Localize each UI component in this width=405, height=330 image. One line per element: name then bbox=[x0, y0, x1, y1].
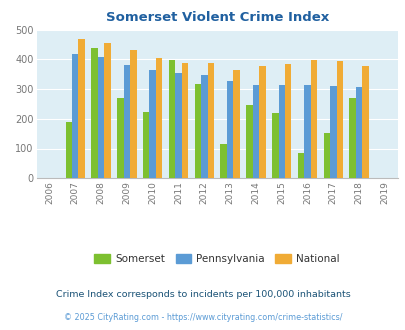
Bar bbox=[271, 114, 278, 178]
Bar bbox=[98, 57, 104, 178]
Bar bbox=[304, 84, 310, 178]
Text: © 2025 CityRating.com - https://www.cityrating.com/crime-statistics/: © 2025 CityRating.com - https://www.city… bbox=[64, 313, 341, 322]
Bar bbox=[252, 84, 258, 178]
Bar bbox=[168, 60, 175, 178]
Bar bbox=[226, 81, 233, 178]
Bar bbox=[143, 112, 149, 178]
Bar bbox=[310, 60, 316, 178]
Bar bbox=[246, 105, 252, 178]
Bar bbox=[323, 133, 329, 178]
Bar bbox=[278, 84, 284, 178]
Bar bbox=[91, 48, 98, 178]
Bar bbox=[355, 87, 362, 178]
Bar bbox=[200, 75, 207, 178]
Bar bbox=[78, 39, 85, 178]
Bar bbox=[233, 70, 239, 178]
Bar bbox=[104, 43, 111, 178]
Bar bbox=[181, 63, 188, 178]
Bar bbox=[329, 85, 336, 178]
Bar bbox=[130, 50, 136, 178]
Bar bbox=[297, 153, 304, 178]
Bar bbox=[349, 98, 355, 178]
Bar bbox=[149, 70, 156, 178]
Bar bbox=[117, 98, 124, 178]
Bar bbox=[175, 73, 181, 178]
Bar bbox=[66, 122, 72, 178]
Bar bbox=[362, 66, 368, 178]
Bar bbox=[258, 66, 265, 178]
Text: Crime Index corresponds to incidents per 100,000 inhabitants: Crime Index corresponds to incidents per… bbox=[55, 290, 350, 299]
Bar bbox=[194, 84, 200, 178]
Bar bbox=[336, 61, 342, 178]
Bar bbox=[72, 54, 78, 178]
Bar bbox=[284, 64, 291, 178]
Bar bbox=[156, 58, 162, 178]
Bar bbox=[220, 144, 226, 178]
Legend: Somerset, Pennsylvania, National: Somerset, Pennsylvania, National bbox=[90, 250, 343, 269]
Title: Somerset Violent Crime Index: Somerset Violent Crime Index bbox=[105, 11, 328, 24]
Bar bbox=[124, 65, 130, 178]
Bar bbox=[207, 63, 213, 178]
